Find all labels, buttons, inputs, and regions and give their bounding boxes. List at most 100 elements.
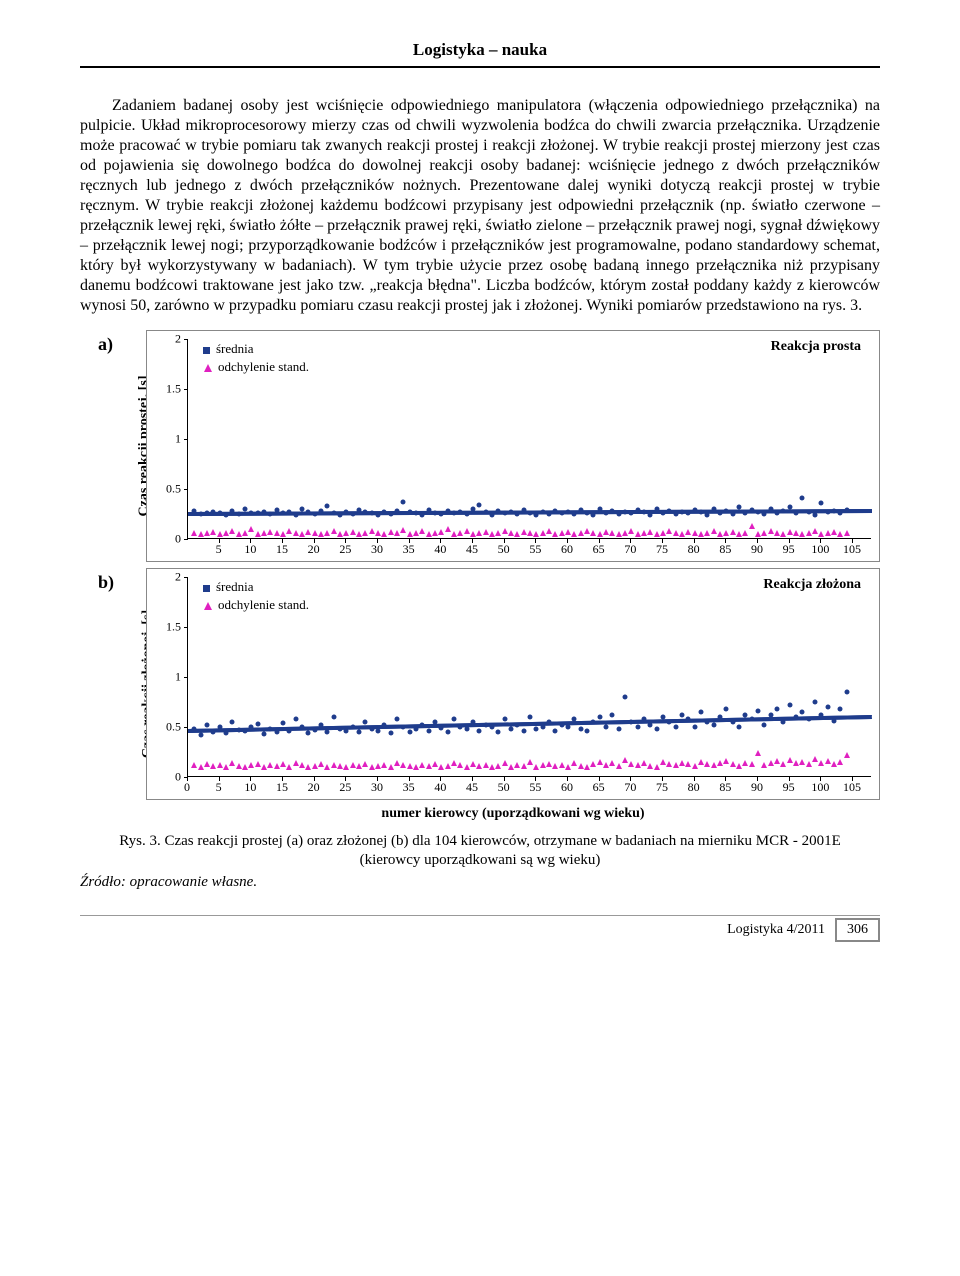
mean-point [794, 715, 799, 720]
std-point [704, 530, 710, 536]
xtick-label: 95 [783, 780, 795, 795]
mean-point [616, 512, 621, 517]
std-point [837, 759, 843, 765]
xtick-label: 85 [719, 542, 731, 557]
mean-point [737, 725, 742, 730]
std-point [413, 530, 419, 536]
mean-point [844, 508, 849, 513]
std-point [362, 530, 368, 536]
std-point [267, 762, 273, 768]
mean-point [192, 727, 197, 732]
mean-point [768, 713, 773, 718]
mean-point [756, 510, 761, 515]
mean-point [623, 510, 628, 515]
std-point [210, 529, 216, 535]
std-point [622, 530, 628, 536]
ytick-label: 1.5 [157, 620, 181, 635]
std-point [704, 761, 710, 767]
mean-point [762, 723, 767, 728]
std-point [343, 764, 349, 770]
mean-point [572, 512, 577, 517]
std-point [825, 758, 831, 764]
std-point [780, 531, 786, 537]
page-header: Logistyka – nauka [80, 40, 880, 68]
page-number: 306 [835, 918, 880, 942]
xtick-label: 40 [434, 542, 446, 557]
mean-point [699, 710, 704, 715]
mean-point [635, 725, 640, 730]
std-point [565, 764, 571, 770]
xtick-label: 100 [811, 780, 829, 795]
mean-point [350, 512, 355, 517]
figure-caption: Rys. 3. Czas reakcji prostej (a) oraz zł… [100, 832, 860, 870]
mean-point [585, 729, 590, 734]
std-point [647, 763, 653, 769]
std-point [825, 530, 831, 536]
std-point [806, 761, 812, 767]
mean-point [293, 513, 298, 518]
mean-point [217, 725, 222, 730]
xtick-label: 45 [466, 780, 478, 795]
xtick-label: 20 [308, 542, 320, 557]
std-point [521, 763, 527, 769]
std-point [223, 764, 229, 770]
mean-point [705, 513, 710, 518]
mean-point [483, 510, 488, 515]
mean-point [293, 717, 298, 722]
std-point [426, 531, 432, 537]
std-point [578, 530, 584, 536]
std-point [698, 759, 704, 765]
std-point [502, 528, 508, 534]
std-point [533, 764, 539, 770]
mean-point [648, 723, 653, 728]
std-point [521, 529, 527, 535]
mean-point [553, 509, 558, 514]
mean-point [502, 511, 507, 516]
mean-point [794, 511, 799, 516]
xtick-label: 90 [751, 780, 763, 795]
std-point [768, 528, 774, 534]
mean-point [832, 719, 837, 724]
mean-point [673, 512, 678, 517]
std-point [685, 529, 691, 535]
mean-point [515, 723, 520, 728]
std-point [470, 761, 476, 767]
xtick-label: 90 [751, 542, 763, 557]
mean-point [445, 730, 450, 735]
mean-point [483, 723, 488, 728]
mean-point [496, 509, 501, 514]
std-point [356, 763, 362, 769]
std-point [540, 530, 546, 536]
std-point [489, 764, 495, 770]
mean-point [401, 500, 406, 505]
mean-point [268, 512, 273, 517]
mean-point [813, 513, 818, 518]
mean-point [300, 725, 305, 730]
mean-point [350, 725, 355, 730]
std-point [635, 531, 641, 537]
mean-point [604, 725, 609, 730]
mean-point [680, 510, 685, 515]
mean-point [274, 730, 279, 735]
mean-point [654, 727, 659, 732]
std-point [692, 530, 698, 536]
mean-point [255, 511, 260, 516]
mean-point [800, 496, 805, 501]
std-point [774, 530, 780, 536]
std-point [597, 759, 603, 765]
std-point [799, 531, 805, 537]
mean-point [420, 513, 425, 518]
mean-point [692, 508, 697, 513]
std-point [324, 530, 330, 536]
std-point [223, 530, 229, 536]
mean-point [844, 690, 849, 695]
mean-point [642, 717, 647, 722]
std-point [742, 760, 748, 766]
std-point [242, 764, 248, 770]
std-point [248, 526, 254, 532]
mean-point [249, 511, 254, 516]
mean-point [249, 725, 254, 730]
std-point [590, 761, 596, 767]
xtick-label: 105 [843, 542, 861, 557]
mean-point [224, 731, 229, 736]
